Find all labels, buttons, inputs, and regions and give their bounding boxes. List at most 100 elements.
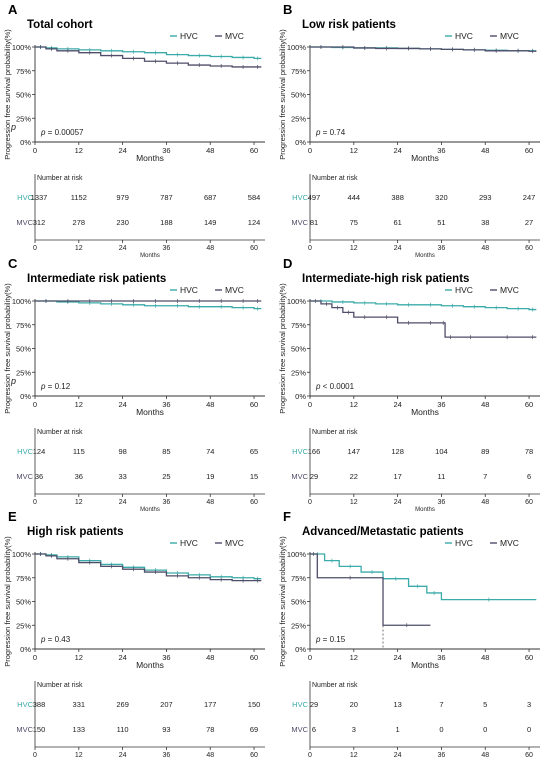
panel-title: Total cohort [27,19,93,31]
legend: HVC MVC [445,285,519,295]
risk-value: 78 [525,447,533,456]
panel-letter: F [283,509,291,524]
legend: HVC MVC [445,538,519,548]
risk-value: 124 [248,218,261,227]
risk-value: 320 [435,193,448,202]
x-tick-label: 60 [525,653,533,662]
risk-value: 5 [483,700,487,709]
y-tick-label: 75% [291,321,306,330]
risk-value: 166 [308,447,321,456]
risk-table-x-tick-label: 24 [119,499,127,506]
risk-table-x-tick-label: 0 [308,752,312,759]
panel-letter: A [8,2,18,17]
risk-value: 69 [250,725,258,734]
censor-marks-mvc [40,45,259,69]
x-tick-label: 36 [437,653,445,662]
risk-value: 497 [308,193,321,202]
risk-value: 89 [481,447,489,456]
p-value: < 0.0001 [323,382,355,391]
risk-value: 75 [350,218,358,227]
y-tick-label: 25% [291,114,306,123]
y-tick-label: 100% [287,550,307,559]
panel-letter: D [283,256,292,271]
panel-title: Intermediate risk patients [27,273,166,285]
risk-table-x-tick-label: 0 [33,245,37,252]
risk-row-label-hvc: HVC [292,447,308,456]
km-curve-mvc [310,300,537,338]
y-tick-label: 75% [291,574,306,583]
legend-label-hvc: HVC [180,31,198,41]
risk-value: 278 [73,218,86,227]
y-tick-label: 50% [291,91,306,100]
legend-label-mvc: MVC [225,285,244,295]
legend-label-mvc: MVC [225,538,244,548]
censor-marks-hvc [316,552,490,602]
risk-value: 6 [527,472,531,481]
risk-row-label-hvc: HVC [17,700,33,709]
risk-table-x-tick-label: 24 [394,752,402,759]
y-axis-label: Progression free survival probability(%) [278,536,287,667]
p-value-label: p = 0.12 [40,382,71,391]
km-curve-hvc [35,46,262,60]
risk-value: 124 [33,447,46,456]
risk-value: 11 [438,472,446,481]
x-tick-label: 24 [393,146,401,155]
risk-row-label-hvc: HVC [17,447,33,456]
x-tick-label: 48 [206,146,214,155]
x-tick-label: 48 [206,400,214,409]
x-axis-label: Months [136,153,164,163]
x-tick-label: 24 [118,653,126,662]
x-tick-label: 48 [481,653,489,662]
y-tick-label: 0% [20,392,31,401]
x-tick-label: 48 [206,653,214,662]
panel-e: E High risk patients HVC MVC Progression fre… [3,509,265,759]
risk-value: 687 [204,193,217,202]
risk-table-x-tick-label: 36 [438,499,446,506]
km-curve-mvc [310,46,537,52]
risk-value: 247 [523,193,536,202]
y-tick-label: 0% [295,138,306,147]
risk-table-x-tick-label: 12 [75,752,83,759]
y-axis-label: Progression free survival probability(%) [278,29,287,160]
risk-table: Number at risk HVC 166 147 128 104 89 78 MVC 29 22… [291,428,540,513]
risk-value: 61 [393,218,401,227]
p-value-label: p = 0.00057 [40,128,84,137]
y-tick-label: 100% [287,297,307,306]
y-tick-label: 25% [291,368,306,377]
risk-value: 388 [391,193,404,202]
risk-table-x-tick-label: 36 [163,752,171,759]
y-tick-label: 25% [16,114,31,123]
legend-label-hvc: HVC [455,538,473,548]
p-symbol: p [40,635,48,644]
x-tick-label: 12 [75,400,83,409]
risk-value: 33 [118,472,126,481]
risk-table-x-tick-label: 36 [163,499,171,506]
risk-table-x-tick-label: 60 [250,752,258,759]
legend-label-hvc: HVC [455,285,473,295]
risk-value: 3 [527,700,531,709]
panel-letter: E [8,509,17,524]
risk-value: 7 [439,700,443,709]
risk-value: 177 [204,700,217,709]
risk-value: 293 [479,193,492,202]
risk-value: 147 [348,447,361,456]
x-tick-label: 12 [350,146,358,155]
risk-value: 331 [73,700,86,709]
risk-table-x-label: Months [415,507,435,513]
risk-table-x-tick-label: 24 [394,245,402,252]
risk-row-label-mvc: MVC [291,472,308,481]
risk-table-x-tick-label: 24 [119,752,127,759]
risk-value: 787 [160,193,173,202]
x-tick-label: 36 [162,400,170,409]
x-tick-label: 12 [350,653,358,662]
legend-label-mvc: MVC [500,31,519,41]
x-axis-label: Months [136,660,164,670]
x-tick-label: 24 [393,400,401,409]
risk-table: Number at risk HVC 29 20 13 7 5 3 MVC 6 3 1 0 0 0 0 12 24… [291,681,540,759]
x-tick-label: 12 [75,146,83,155]
p-symbol: p [315,382,323,391]
x-axis-label: Months [136,407,164,417]
p-value-label: p < 0.0001 [315,382,355,391]
